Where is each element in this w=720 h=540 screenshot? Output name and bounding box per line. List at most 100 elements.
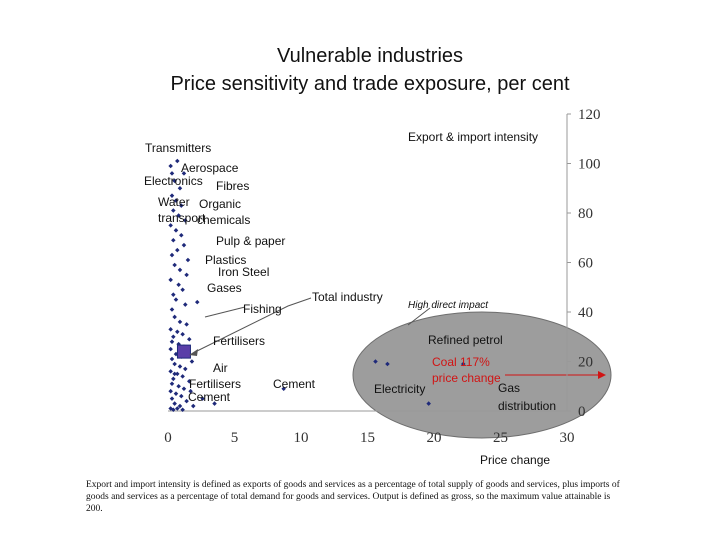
data-point <box>172 401 177 406</box>
x-tick-label: 25 <box>493 430 508 446</box>
chart-title: Vulnerable industries Price sensitivity … <box>0 42 720 98</box>
data-point <box>177 267 183 273</box>
data-point <box>281 386 286 391</box>
data-point <box>200 396 205 401</box>
data-point <box>168 163 173 169</box>
data-point <box>194 299 200 305</box>
data-point <box>169 307 175 312</box>
data-point <box>184 322 189 327</box>
high-impact-ellipse <box>352 311 612 439</box>
data-point <box>172 262 177 268</box>
data-point <box>171 237 176 243</box>
label-electricity: Electricity <box>374 382 425 396</box>
data-point <box>175 158 180 164</box>
label-fertilisers-2: Fertilisers <box>189 377 241 391</box>
data-point <box>171 292 176 297</box>
total-industry-arrowhead <box>189 349 198 356</box>
label-cement-2: Cement <box>188 390 231 404</box>
data-point <box>172 371 177 377</box>
data-point <box>385 361 390 367</box>
data-point <box>187 379 192 384</box>
data-point <box>169 381 175 387</box>
label-aerospace: Aerospace <box>181 161 239 175</box>
y-tick-label: 80 <box>578 206 593 222</box>
data-point <box>176 282 181 288</box>
label-fertilisers: Fertilisers <box>213 334 265 348</box>
data-point <box>191 403 196 409</box>
label-transport: transport <box>158 211 206 225</box>
total-industry-leader <box>194 297 312 353</box>
data-point <box>426 401 431 406</box>
data-point <box>172 314 177 320</box>
data-point <box>179 393 184 399</box>
label-fishing: Fishing <box>243 302 282 316</box>
label-coal: Coal 117% <box>432 355 490 369</box>
data-point <box>180 374 185 379</box>
data-point <box>180 332 185 337</box>
data-point <box>460 361 466 367</box>
label-price-change: price change <box>432 371 501 385</box>
x-tick-label: 0 <box>164 430 172 446</box>
data-point <box>189 359 195 364</box>
data-point <box>179 233 184 238</box>
data-point <box>181 242 187 248</box>
data-point <box>185 257 191 263</box>
y-tick-label: 60 <box>578 256 593 272</box>
data-point <box>169 252 175 258</box>
y-tick-label: 40 <box>578 305 593 321</box>
label-plastics: Plastics <box>205 253 246 267</box>
label-cement: Cement <box>273 377 316 391</box>
data-point <box>187 336 192 342</box>
fishing-leader <box>204 306 246 318</box>
label-pulp-paper: Pulp & paper <box>216 234 285 248</box>
chart-title-line2: Price sensitivity and trade exposure, pe… <box>170 73 570 95</box>
data-point <box>180 407 185 413</box>
data-point <box>181 386 187 391</box>
data-point <box>175 329 180 335</box>
x-tick-label: 5 <box>231 430 239 446</box>
data-point <box>180 287 185 292</box>
data-point <box>188 388 193 394</box>
footnote: Export and import intensity is defined a… <box>86 480 620 514</box>
data-point <box>168 327 173 332</box>
x-tick-label: 15 <box>360 430 375 446</box>
data-point <box>168 388 173 394</box>
x-axis-label: Price change <box>480 453 551 467</box>
data-point <box>168 277 173 283</box>
label-gases: Gases <box>207 281 242 295</box>
label-total-industry: Total industry <box>312 290 383 304</box>
data-point <box>173 297 179 302</box>
chart-title-line1: Vulnerable industries <box>276 45 464 67</box>
data-point <box>168 346 173 352</box>
label-electronics: Electronics <box>144 174 203 188</box>
data-point <box>183 302 188 307</box>
label-water: Water <box>158 195 190 209</box>
data-point <box>183 366 188 372</box>
data-point <box>177 319 183 325</box>
label-iron-steel: Iron Steel <box>218 265 269 279</box>
y-axis-title: Export & import intensity <box>408 130 538 144</box>
data-point <box>168 369 173 374</box>
data-point <box>177 364 183 369</box>
data-point <box>169 356 175 362</box>
data-point <box>212 401 217 406</box>
x-tick-label: 30 <box>560 430 575 446</box>
data-point <box>171 334 176 340</box>
label-transmitters: Transmitters <box>145 141 211 155</box>
y-tick-label: 20 <box>578 355 593 371</box>
data-point <box>169 339 175 344</box>
data-point <box>171 376 176 382</box>
data-point <box>177 403 183 409</box>
high-impact-leader <box>407 307 431 326</box>
data-point <box>184 272 189 278</box>
data-point <box>171 407 176 413</box>
total-industry-marker <box>176 344 191 359</box>
y-tick-label: 100 <box>578 157 601 173</box>
label-high-direct-impact: High direct impact <box>408 300 489 311</box>
data-point <box>175 247 180 253</box>
data-point <box>173 228 179 233</box>
x-tick-label: 20 <box>427 430 442 446</box>
data-point <box>169 396 175 401</box>
data-point <box>172 361 177 367</box>
